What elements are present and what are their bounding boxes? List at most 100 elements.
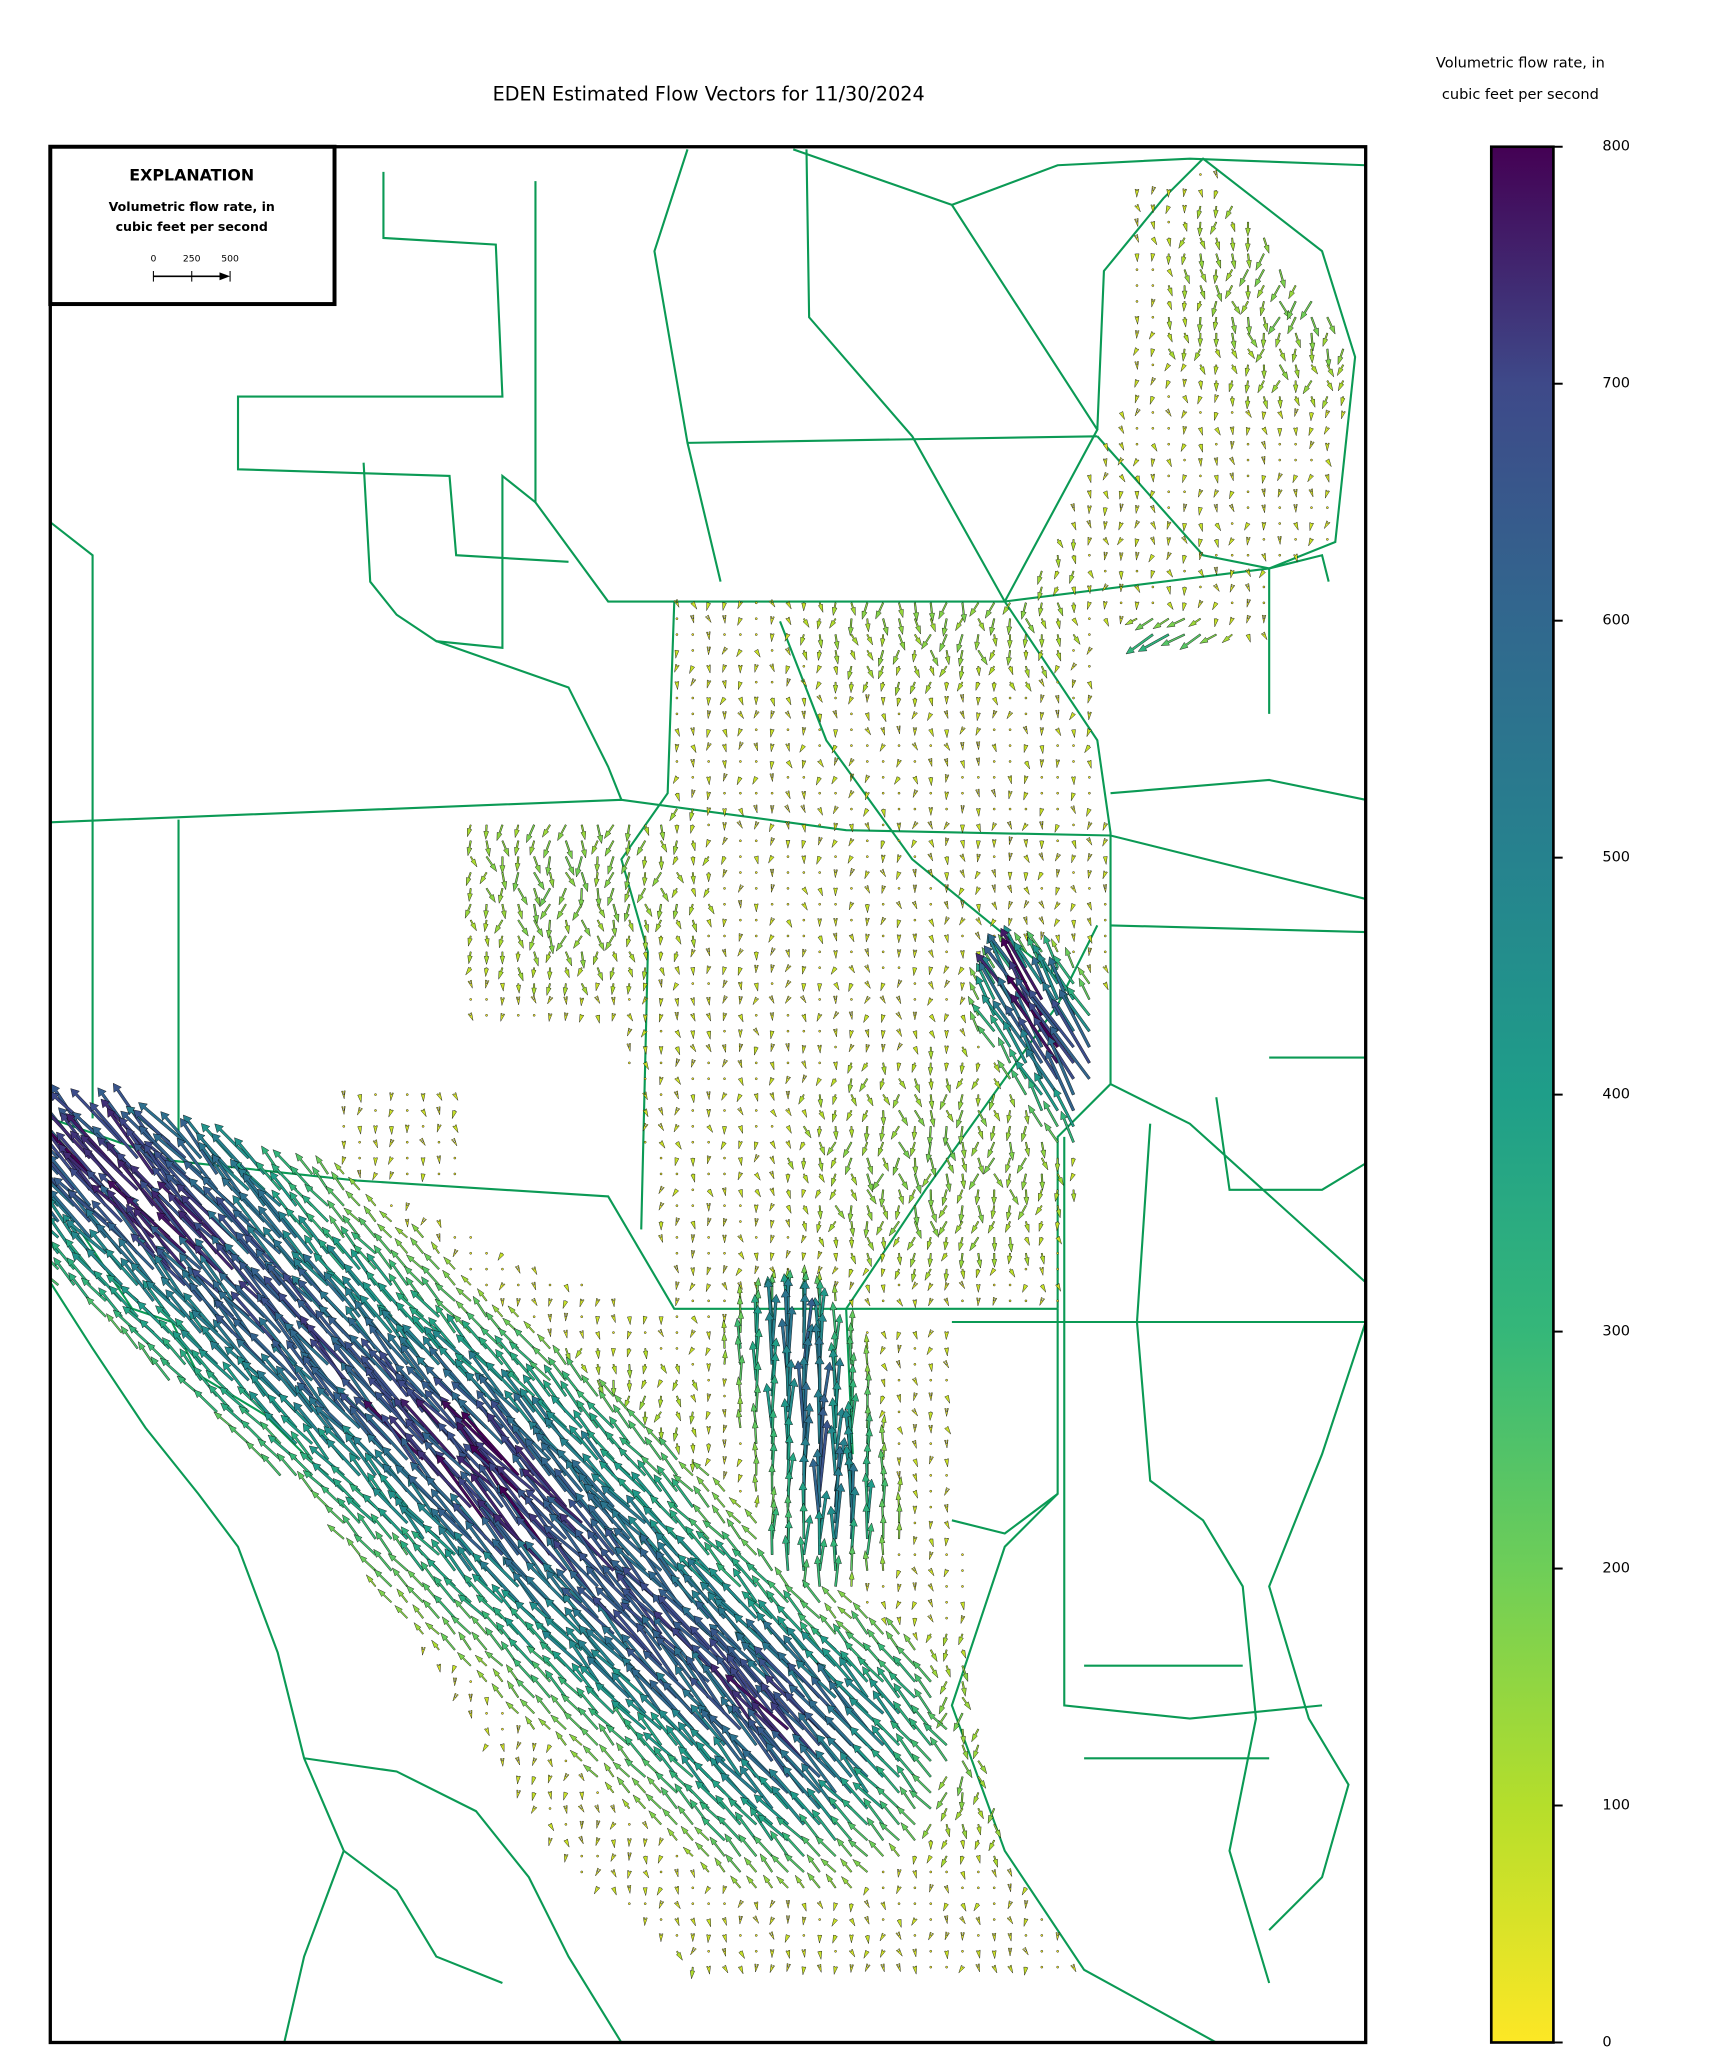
flow-vector xyxy=(1038,678,1045,687)
flow-vector xyxy=(1060,1110,1075,1143)
flow-vector xyxy=(494,919,504,935)
flow-vector xyxy=(925,681,932,695)
flow-vector xyxy=(676,871,684,884)
flow-vector xyxy=(958,1125,965,1146)
flow-vector xyxy=(1054,901,1061,910)
flow-vector xyxy=(801,1579,821,1604)
flow-vector xyxy=(1261,426,1268,436)
flow-vector xyxy=(817,634,824,649)
flow-vector xyxy=(560,1380,583,1413)
flow-vector xyxy=(1039,821,1044,830)
flow-vector xyxy=(833,650,840,665)
flow-vector xyxy=(976,1823,982,1836)
flow-vector xyxy=(690,1250,696,1259)
flow-vector xyxy=(199,1254,235,1302)
flow-dot xyxy=(913,855,917,858)
flow-vector xyxy=(770,1498,777,1524)
flow-vector xyxy=(977,1776,987,1789)
flow-vector xyxy=(896,1569,902,1580)
flow-vector xyxy=(722,664,728,673)
flow-vector xyxy=(579,997,585,1006)
flow-vector xyxy=(1166,268,1173,278)
colorbar xyxy=(1489,145,1555,2044)
flow-vector xyxy=(929,1205,937,1224)
flow-vector xyxy=(927,1567,935,1576)
flow-vector xyxy=(382,1463,425,1509)
flow-vector xyxy=(912,868,917,878)
flow-vector xyxy=(927,820,933,830)
flow-vector xyxy=(456,1651,472,1667)
flow-vector xyxy=(959,1915,966,1925)
flow-vector xyxy=(753,1901,759,1911)
flow-vector xyxy=(927,1062,934,1077)
flow-vector xyxy=(1008,852,1013,861)
flow-vector xyxy=(865,1935,870,1945)
flow-vector xyxy=(976,712,981,721)
flow-vector xyxy=(644,1436,663,1461)
flow-vector xyxy=(722,1012,728,1022)
flow-vector xyxy=(1134,584,1141,593)
flow-vector xyxy=(1150,521,1156,530)
flow-vector xyxy=(833,1010,840,1020)
flow-vector xyxy=(1225,205,1234,220)
flow-vector xyxy=(470,1615,488,1635)
flow-vector xyxy=(752,776,759,786)
flow-vector xyxy=(943,1237,949,1251)
flow-vector xyxy=(642,996,649,1005)
flow-vector xyxy=(969,981,980,1001)
flow-vector xyxy=(278,1393,314,1429)
flow-vector xyxy=(106,1108,155,1176)
flow-vector xyxy=(547,1356,567,1382)
flow-vector xyxy=(738,996,743,1005)
flow-vector xyxy=(1102,507,1108,517)
flow-vector xyxy=(954,1220,964,1235)
flow-vector xyxy=(929,1455,934,1465)
flow-vector xyxy=(621,1587,679,1636)
flow-vector xyxy=(436,1233,441,1242)
flow-vector xyxy=(1119,615,1124,625)
flow-vector xyxy=(1008,681,1016,692)
flow-vector xyxy=(508,1638,536,1667)
flow-vector xyxy=(880,726,885,736)
flow-vector xyxy=(753,982,759,992)
flow-vector xyxy=(935,1791,948,1810)
flow-vector xyxy=(706,602,711,611)
flow-vector xyxy=(1124,617,1138,626)
flow-dot xyxy=(659,1061,663,1065)
flow-vector xyxy=(929,1110,936,1128)
flow-vector xyxy=(912,949,918,958)
flow-vector xyxy=(675,1141,682,1151)
flow-vector xyxy=(1181,253,1187,266)
flow-vector xyxy=(623,903,631,923)
flow-vector xyxy=(850,1252,856,1265)
flow-dot xyxy=(929,1965,932,1969)
flow-dot xyxy=(469,1267,472,1271)
flow-vector xyxy=(911,1753,932,1778)
flow-vector xyxy=(862,1141,869,1157)
flow-vector xyxy=(562,1300,569,1310)
flow-dot xyxy=(596,1791,599,1794)
flow-vector xyxy=(517,887,528,906)
flow-dot xyxy=(786,1029,790,1033)
flow-vector xyxy=(543,840,552,859)
flow-vector xyxy=(1228,456,1235,465)
flow-vector xyxy=(603,824,615,840)
flow-vector xyxy=(895,1600,902,1609)
flow-vector xyxy=(975,1854,981,1864)
flow-vector xyxy=(1293,553,1298,563)
flow-vector xyxy=(345,1432,377,1477)
flow-dot xyxy=(977,1045,980,1049)
flow-vector xyxy=(1165,205,1171,215)
flow-vector xyxy=(850,773,855,782)
flow-vector xyxy=(366,1252,393,1287)
flow-vector xyxy=(1231,300,1241,316)
flow-vector xyxy=(864,885,870,894)
flow-vector xyxy=(912,1632,918,1641)
flow-vector xyxy=(722,1424,728,1434)
flow-vector xyxy=(404,1124,410,1134)
flow-vector xyxy=(944,681,949,692)
flow-vector xyxy=(770,710,775,719)
flow-vector xyxy=(833,1237,839,1249)
flow-vector xyxy=(945,1157,954,1174)
flow-vector xyxy=(1069,1172,1076,1182)
